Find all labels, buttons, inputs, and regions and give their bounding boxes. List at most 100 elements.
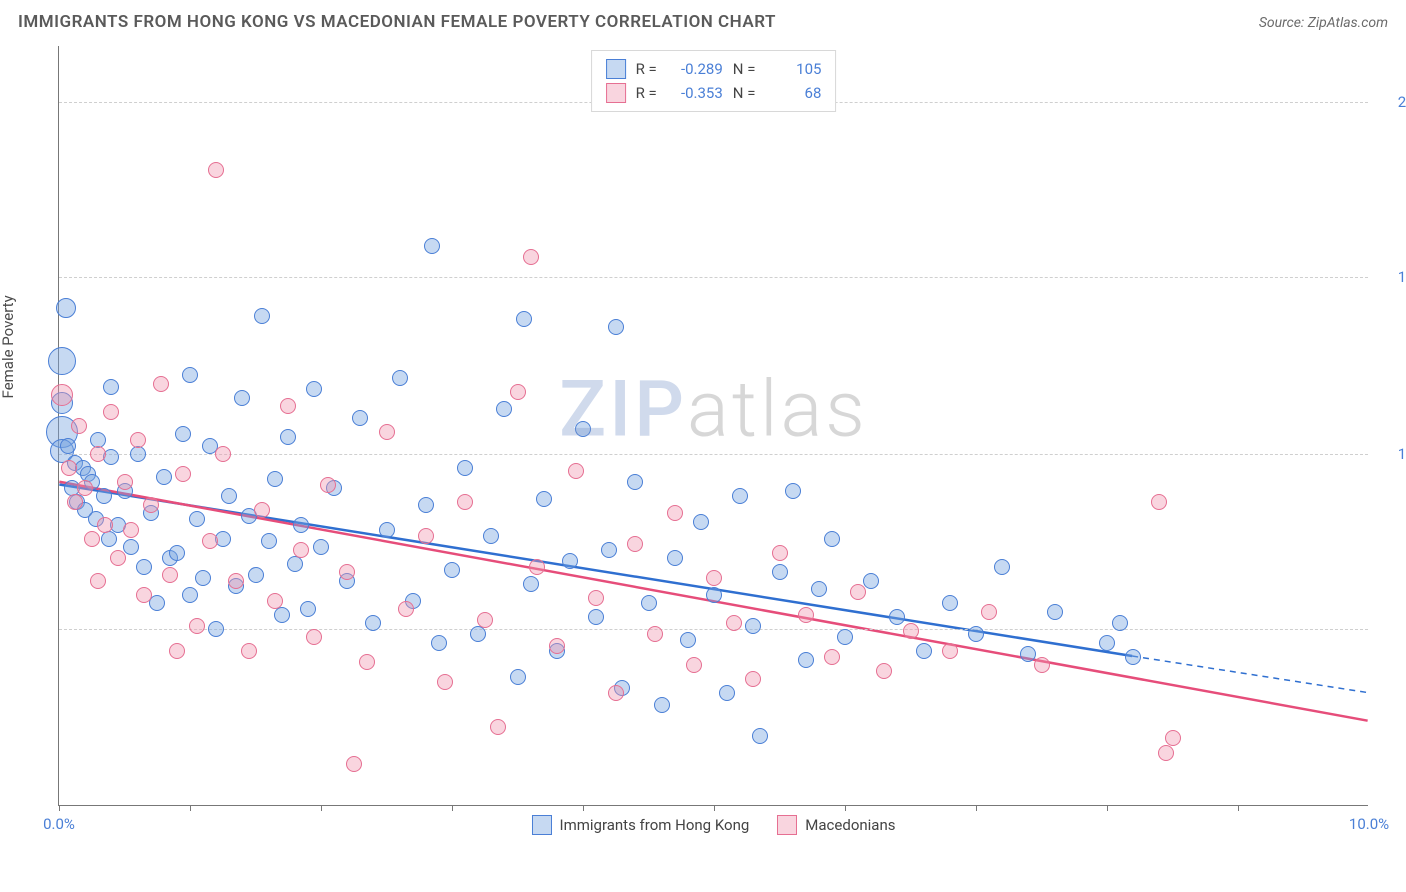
scatter-point	[293, 517, 309, 533]
scatter-point	[431, 635, 447, 651]
r-value-0: -0.289	[667, 60, 723, 78]
scatter-point	[903, 623, 919, 639]
scatter-point	[981, 604, 997, 620]
scatter-point	[293, 542, 309, 558]
gridline	[59, 277, 1368, 278]
scatter-point	[477, 612, 493, 628]
plot-area: ZIPatlas R = -0.289 N = 105 R = -0.353 N…	[58, 46, 1368, 806]
scatter-point	[77, 480, 93, 496]
scatter-point	[483, 528, 499, 544]
n-label: N =	[733, 84, 756, 102]
scatter-point	[523, 249, 539, 265]
n-value-0: 105	[765, 60, 821, 78]
scatter-point	[103, 379, 119, 395]
scatter-point	[97, 517, 113, 533]
x-tick	[59, 805, 60, 811]
watermark: ZIPatlas	[559, 365, 868, 456]
y-tick-label: 12.5%	[1378, 445, 1406, 463]
scatter-point	[101, 531, 117, 547]
scatter-point	[254, 502, 270, 518]
scatter-point	[359, 654, 375, 670]
scatter-point	[568, 463, 584, 479]
scatter-point	[654, 697, 670, 713]
r-label: R =	[636, 84, 657, 102]
scatter-point	[136, 587, 152, 603]
scatter-point	[1020, 646, 1036, 662]
scatter-point	[516, 311, 532, 327]
scatter-point	[1151, 494, 1167, 510]
source-attribution: Source: ZipAtlas.com	[1259, 15, 1388, 31]
scatter-point	[267, 471, 283, 487]
scatter-point	[1158, 745, 1174, 761]
scatter-point	[968, 626, 984, 642]
scatter-point	[745, 618, 761, 634]
scatter-point	[228, 573, 244, 589]
x-tick	[190, 805, 191, 811]
scatter-point	[130, 432, 146, 448]
scatter-point	[352, 410, 368, 426]
scatter-point	[267, 593, 283, 609]
chart-header: IMMIGRANTS FROM HONG KONG VS MACEDONIAN …	[0, 0, 1406, 40]
scatter-point	[706, 570, 722, 586]
scatter-point	[189, 618, 205, 634]
scatter-point	[693, 514, 709, 530]
scatter-point	[306, 381, 322, 397]
scatter-point	[189, 511, 205, 527]
x-tick	[976, 805, 977, 811]
scatter-point	[457, 494, 473, 510]
x-tick-label: 10.0%	[1349, 815, 1389, 833]
scatter-point	[772, 564, 788, 580]
scatter-point	[863, 573, 879, 589]
legend-row-series-0: R = -0.289 N = 105	[606, 57, 822, 81]
scatter-point	[549, 638, 565, 654]
scatter-point	[182, 367, 198, 383]
scatter-point	[470, 626, 486, 642]
scatter-point	[916, 643, 932, 659]
scatter-point	[942, 643, 958, 659]
x-tick	[452, 805, 453, 811]
scatter-point	[562, 553, 578, 569]
scatter-point	[745, 671, 761, 687]
scatter-point	[457, 460, 473, 476]
scatter-point	[608, 685, 624, 701]
scatter-point	[274, 607, 290, 623]
scatter-point	[1112, 615, 1128, 631]
scatter-point	[667, 550, 683, 566]
scatter-point	[523, 576, 539, 592]
n-value-1: 68	[765, 84, 821, 102]
scatter-point	[103, 404, 119, 420]
scatter-point	[994, 559, 1010, 575]
scatter-point	[510, 669, 526, 685]
scatter-point	[418, 528, 434, 544]
x-tick	[583, 805, 584, 811]
source-name: ZipAtlas.com	[1308, 15, 1388, 31]
scatter-point	[221, 488, 237, 504]
scatter-point	[162, 567, 178, 583]
scatter-point	[306, 629, 322, 645]
scatter-point	[248, 567, 264, 583]
scatter-point	[726, 615, 742, 631]
legend-label-1: Macedonians	[805, 816, 895, 834]
scatter-point	[117, 474, 133, 490]
scatter-point	[876, 663, 892, 679]
scatter-point	[300, 601, 316, 617]
scatter-point	[575, 421, 591, 437]
scatter-point	[90, 573, 106, 589]
scatter-point	[208, 621, 224, 637]
series-legend: Immigrants from Hong Kong Macedonians	[531, 815, 895, 835]
scatter-point	[379, 522, 395, 538]
swatch-series-1	[606, 83, 626, 103]
scatter-point	[280, 429, 296, 445]
scatter-point	[496, 401, 512, 417]
scatter-point	[202, 533, 218, 549]
scatter-point	[346, 756, 362, 772]
scatter-point	[195, 570, 211, 586]
scatter-point	[1047, 604, 1063, 620]
watermark-zip: ZIP	[559, 365, 687, 456]
scatter-point	[627, 536, 643, 552]
scatter-point	[48, 347, 76, 375]
correlation-legend: R = -0.289 N = 105 R = -0.353 N = 68	[591, 50, 837, 112]
scatter-point	[56, 298, 76, 318]
scatter-point	[719, 685, 735, 701]
scatter-point	[837, 629, 853, 645]
